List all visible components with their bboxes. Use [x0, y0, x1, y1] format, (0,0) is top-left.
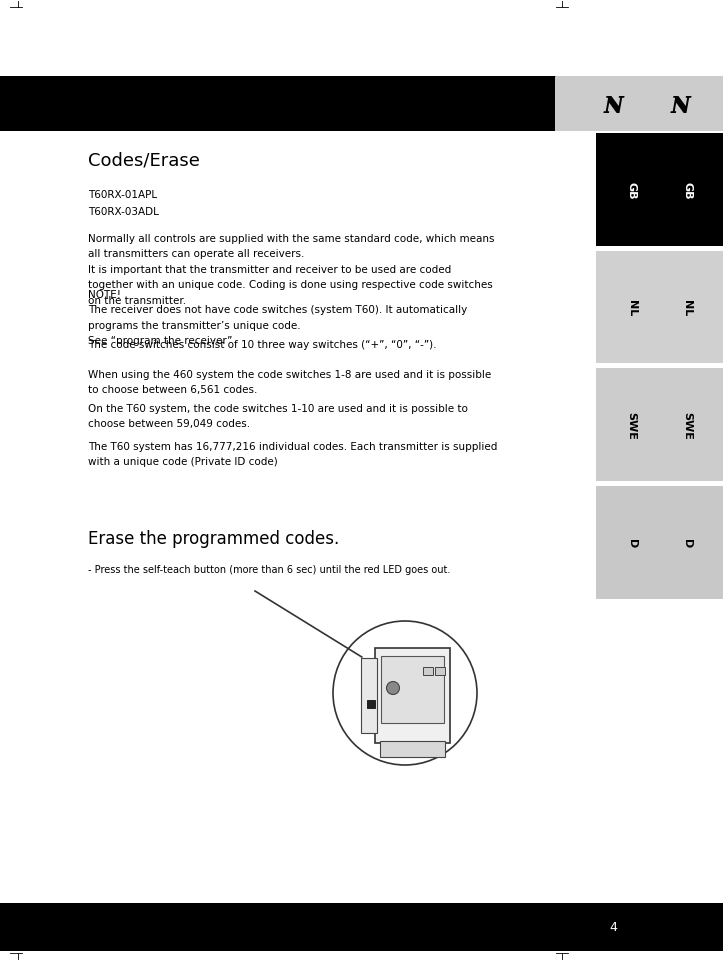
Text: GB: GB	[683, 182, 693, 199]
Bar	[423, 667, 433, 676]
Text: NOTE!: NOTE!	[88, 289, 121, 300]
Text: - Press the self-teach button (more than 6 sec) until the red LED goes out.: - Press the self-teach button (more than…	[88, 564, 450, 575]
Text: SWE: SWE	[627, 411, 636, 439]
Circle shape	[387, 681, 400, 695]
Text: ɴ: ɴ	[670, 89, 692, 120]
Text: On the T60 system, the code switches 1-10 are used and it is possible to: On the T60 system, the code switches 1-1…	[88, 404, 468, 413]
Text: 4: 4	[610, 921, 617, 933]
Text: ɴ: ɴ	[603, 89, 625, 120]
Text: NL: NL	[683, 300, 693, 316]
Bar	[0, 77, 555, 132]
Bar	[367, 701, 375, 708]
Bar	[435, 667, 445, 676]
Text: SWE: SWE	[683, 411, 693, 439]
Text: programs the transmitter’s unique code.: programs the transmitter’s unique code.	[88, 321, 301, 331]
Text: GB: GB	[627, 182, 636, 199]
Bar	[596, 369, 723, 481]
Text: T60RX-03ADL: T60RX-03ADL	[88, 208, 159, 217]
Text: Erase the programmed codes.: Erase the programmed codes.	[88, 530, 339, 548]
Text: on the transmitter.: on the transmitter.	[88, 296, 186, 306]
Bar	[555, 903, 723, 951]
Bar	[596, 134, 723, 247]
Text: The receiver does not have code switches (system T60). It automatically: The receiver does not have code switches…	[88, 306, 467, 315]
Bar	[0, 903, 555, 951]
Bar	[555, 77, 723, 132]
Text: The T60 system has 16,777,216 individual codes. Each transmitter is supplied: The T60 system has 16,777,216 individual…	[88, 441, 497, 452]
Text: to choose between 6,561 codes.: to choose between 6,561 codes.	[88, 385, 257, 395]
Text: T60RX-01APL: T60RX-01APL	[88, 190, 157, 200]
Text: It is important that the transmitter and receiver to be used are coded: It is important that the transmitter and…	[88, 264, 451, 275]
Text: choose between 59,049 codes.: choose between 59,049 codes.	[88, 419, 250, 429]
Text: When using the 460 system the code switches 1-8 are used and it is possible: When using the 460 system the code switc…	[88, 370, 491, 380]
Bar	[596, 486, 723, 600]
Text: with a unique code (Private ID code): with a unique code (Private ID code)	[88, 457, 278, 467]
Text: The code switches consist of 10 three way switches (“+”, “0”, “-”).: The code switches consist of 10 three wa…	[88, 339, 437, 350]
Text: all transmitters can operate all receivers.: all transmitters can operate all receive…	[88, 249, 304, 259]
Text: together with an unique code. Coding is done using respective code switches: together with an unique code. Coding is …	[88, 281, 493, 290]
Bar	[361, 658, 377, 733]
Text: Normally all controls are supplied with the same standard code, which means: Normally all controls are supplied with …	[88, 234, 495, 244]
Bar	[380, 741, 445, 757]
Text: NL: NL	[627, 300, 636, 316]
Text: Codes/Erase: Codes/Erase	[88, 152, 200, 170]
Text: D: D	[627, 538, 636, 548]
Bar	[596, 252, 723, 363]
Text: See “program the receiver”: See “program the receiver”	[88, 336, 232, 346]
Bar	[375, 649, 450, 743]
Text: D: D	[683, 538, 693, 548]
Bar	[381, 656, 444, 724]
